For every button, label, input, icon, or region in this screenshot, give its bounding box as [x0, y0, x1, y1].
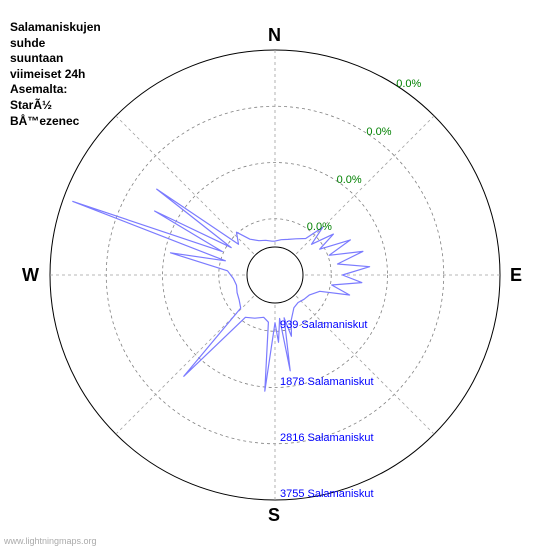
data-layer	[73, 189, 370, 391]
chart-title: Salamaniskujen suhde suuntaan viimeiset …	[10, 20, 101, 129]
pct-label: 0.0%	[366, 126, 391, 138]
chart-container: Salamaniskujen suhde suuntaan viimeiset …	[0, 0, 550, 550]
pct-label: 0.0%	[307, 221, 332, 233]
center-hole	[247, 247, 303, 303]
ring-label: 939 Salamaniskut	[280, 319, 367, 331]
ring-label: 1878 Salamaniskut	[280, 376, 374, 388]
pct-label: 0.0%	[337, 174, 362, 186]
ring-label: 2816 Salamaniskut	[280, 432, 374, 444]
cardinal-w: W	[22, 265, 39, 286]
cardinal-n: N	[268, 25, 281, 46]
attribution-text: www.lightningmaps.org	[4, 536, 97, 546]
ring-label: 3755 Salamaniskut	[280, 488, 374, 500]
pct-label: 0.0%	[396, 78, 421, 90]
cardinal-e: E	[510, 265, 522, 286]
cardinal-s: S	[268, 505, 280, 526]
